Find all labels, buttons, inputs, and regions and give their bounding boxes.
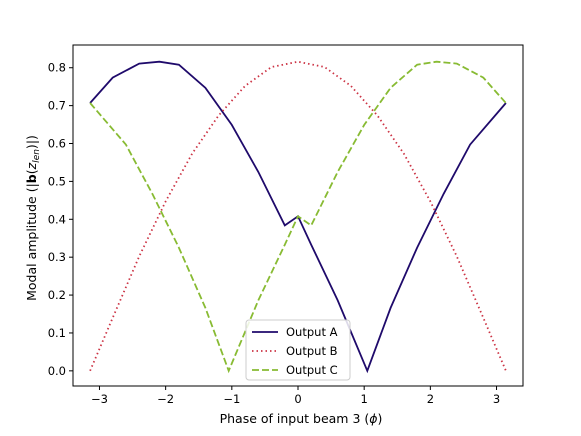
- legend-entry-output-b: Output B: [252, 344, 338, 358]
- plot-area: [89, 60, 507, 374]
- x-axis: −3 −2 −1 0 1 2 3: [91, 386, 500, 406]
- x-axis-label: Phase of input beam 3 (ϕ): [220, 411, 383, 426]
- y-tick-label: 0.3: [48, 250, 66, 264]
- x-tick-label: −2: [157, 392, 174, 406]
- y-tick-label: 0.1: [48, 326, 66, 340]
- x-tick-label: −1: [223, 392, 240, 406]
- legend-entry-output-c: Output C: [252, 363, 338, 377]
- legend: Output A Output B Output C: [245, 319, 351, 381]
- legend-label-output-a: Output A: [286, 325, 338, 339]
- y-axis: 0.0 0.1 0.2 0.3 0.4 0.5 0.6 0.7 0.8: [48, 61, 73, 378]
- x-tick-label: 3: [493, 392, 500, 406]
- y-axis-label: Modal amplitude (|b(zlen)|): [24, 135, 42, 301]
- y-tick-label: 0.6: [48, 137, 66, 151]
- legend-box: [245, 319, 351, 381]
- x-tick-label: 1: [361, 392, 368, 406]
- y-tick-label: 0.0: [48, 364, 66, 378]
- y-tick-label: 0.8: [48, 61, 66, 75]
- legend-entry-output-a: Output A: [252, 325, 338, 339]
- x-tick-label: −3: [91, 392, 108, 406]
- y-tick-label: 0.5: [48, 174, 66, 188]
- y-tick-label: 0.2: [48, 288, 66, 302]
- y-tick-label: 0.4: [48, 212, 66, 226]
- series-line-output-c: [89, 60, 507, 374]
- series-line-output-a: [89, 60, 507, 374]
- x-tick-label: 0: [294, 392, 301, 406]
- legend-label-output-b: Output B: [286, 344, 338, 358]
- x-tick-label: 2: [427, 392, 434, 406]
- legend-label-output-c: Output C: [286, 363, 338, 377]
- y-tick-label: 0.7: [48, 99, 66, 113]
